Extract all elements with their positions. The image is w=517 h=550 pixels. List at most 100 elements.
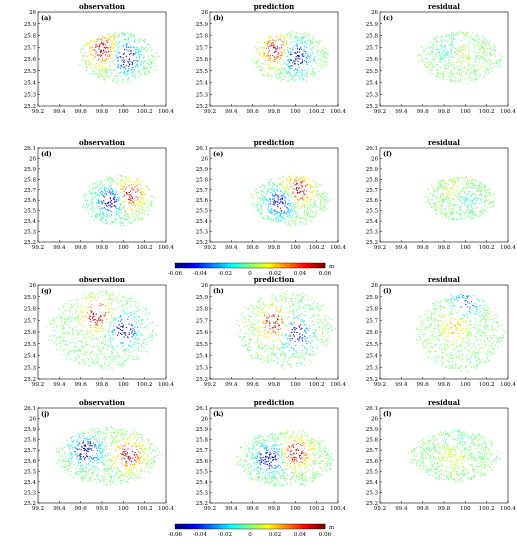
- data-point: [300, 363, 302, 365]
- data-point: [483, 49, 485, 51]
- data-point: [425, 54, 427, 56]
- data-point: [106, 318, 108, 320]
- data-point: [305, 35, 307, 37]
- data-point: [282, 195, 284, 197]
- data-point: [279, 294, 281, 296]
- data-point: [139, 51, 141, 53]
- data-point: [111, 72, 113, 74]
- data-point: [277, 346, 279, 348]
- data-point: [464, 187, 466, 189]
- data-point: [114, 36, 116, 38]
- data-point: [430, 69, 432, 71]
- data-point: [443, 198, 445, 200]
- data-point: [464, 35, 466, 37]
- data-point: [252, 326, 254, 328]
- data-point: [120, 332, 122, 334]
- data-point: [310, 184, 312, 186]
- data-point: [120, 203, 122, 205]
- data-point: [113, 317, 115, 319]
- data-point: [134, 310, 136, 312]
- data-point: [320, 51, 322, 53]
- data-point: [109, 322, 111, 324]
- data-point: [100, 200, 102, 202]
- data-point: [474, 71, 476, 73]
- data-point: [315, 347, 317, 349]
- data-point: [435, 209, 437, 211]
- data-point: [247, 328, 249, 330]
- data-point: [138, 70, 140, 72]
- data-point: [283, 68, 285, 70]
- data-point: [299, 58, 301, 60]
- data-point: [272, 39, 274, 41]
- data-point: [445, 183, 447, 185]
- data-point: [449, 73, 451, 75]
- data-point: [307, 295, 309, 297]
- data-point: [89, 296, 91, 298]
- data-point: [303, 34, 305, 36]
- data-point: [108, 328, 110, 330]
- data-point: [464, 212, 466, 214]
- data-point: [449, 43, 451, 45]
- data-point: [105, 215, 107, 217]
- data-point: [483, 46, 485, 48]
- data-point: [282, 344, 284, 346]
- data-point: [292, 334, 294, 336]
- data-point: [443, 180, 445, 182]
- data-point: [319, 184, 321, 186]
- data-point: [259, 334, 261, 336]
- data-point: [269, 211, 271, 213]
- data-point: [279, 202, 281, 204]
- y-tick-label: 25.8: [366, 34, 379, 40]
- data-point: [263, 357, 265, 359]
- data-point: [273, 214, 275, 216]
- data-point: [484, 195, 486, 197]
- data-point: [467, 57, 469, 59]
- data-point: [110, 36, 112, 38]
- data-point: [263, 52, 265, 54]
- data-point: [82, 296, 84, 298]
- data-point: [128, 201, 130, 203]
- data-point: [257, 354, 259, 356]
- y-tick-label: 26: [29, 10, 36, 16]
- data-point: [92, 209, 94, 211]
- data-point: [261, 346, 263, 348]
- data-point: [130, 208, 132, 210]
- data-point: [76, 353, 78, 355]
- data-point: [323, 55, 325, 57]
- data-point: [257, 61, 259, 63]
- data-point: [114, 58, 116, 60]
- data-point: [476, 61, 478, 63]
- data-point: [478, 45, 480, 47]
- data-point: [146, 198, 148, 200]
- data-point: [138, 350, 140, 352]
- data-point: [135, 218, 137, 220]
- data-point: [437, 187, 439, 189]
- data-point: [445, 34, 447, 36]
- data-point: [447, 71, 449, 73]
- data-point: [301, 180, 303, 182]
- data-point: [311, 216, 313, 218]
- data-point: [139, 219, 141, 221]
- data-point: [302, 297, 304, 299]
- data-point: [121, 176, 123, 178]
- data-point: [479, 58, 481, 60]
- data-point: [103, 79, 105, 81]
- data-point: [446, 189, 448, 191]
- data-point: [111, 53, 113, 55]
- data-point: [146, 318, 148, 320]
- data-point: [123, 362, 125, 364]
- data-point: [431, 206, 433, 208]
- data-point: [96, 323, 98, 325]
- data-point: [316, 320, 318, 322]
- data-point: [278, 331, 280, 333]
- data-point: [96, 203, 98, 205]
- data-point: [312, 52, 314, 54]
- data-point: [288, 335, 290, 337]
- data-point: [304, 346, 306, 348]
- data-point: [440, 205, 442, 207]
- data-point: [303, 191, 305, 193]
- data-point: [130, 203, 132, 205]
- x-tick-label: 100: [290, 109, 301, 115]
- data-point: [267, 64, 269, 66]
- data-point: [301, 69, 303, 71]
